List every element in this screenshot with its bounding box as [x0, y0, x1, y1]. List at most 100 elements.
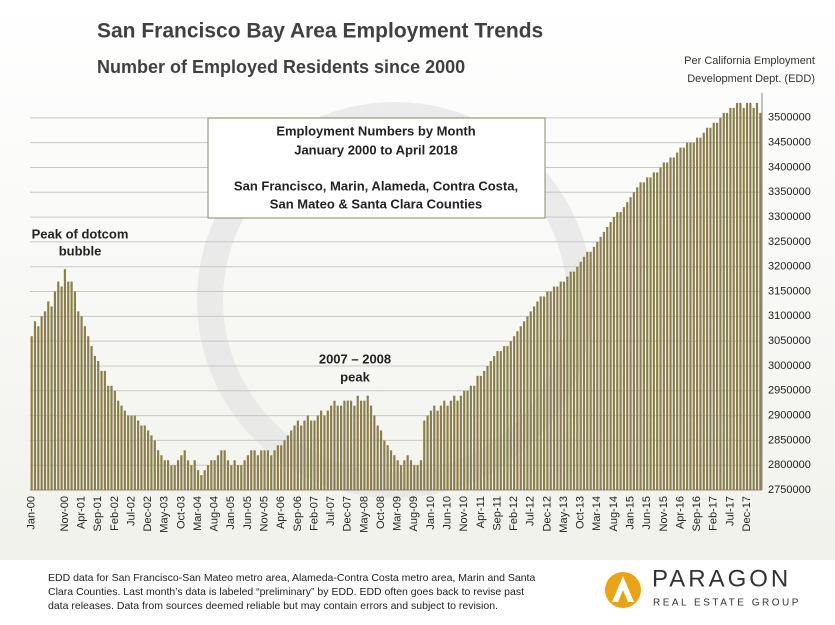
bar	[656, 172, 659, 490]
y-tick-label: 2800000	[768, 459, 811, 471]
bar	[456, 400, 459, 490]
bar	[123, 410, 126, 490]
bar	[270, 455, 273, 490]
source-note: Development Dept. (EDD)	[687, 73, 815, 85]
footer-text: data releases. Data from sources deemed …	[48, 600, 498, 612]
bar	[519, 326, 522, 490]
bar	[190, 465, 193, 490]
bar	[526, 316, 529, 490]
x-tick-label: Sep-06	[292, 496, 304, 531]
x-tick-label: Dec-07	[342, 496, 354, 531]
x-tick-label: Mar-09	[392, 496, 404, 531]
bar	[97, 360, 100, 490]
y-tick-label: 2900000	[768, 409, 811, 421]
x-tick-label: Nov-15	[658, 496, 670, 531]
bar	[509, 341, 512, 490]
y-tick-label: 3000000	[768, 360, 811, 372]
y-tick-label: 3100000	[768, 310, 811, 322]
bar	[469, 385, 472, 490]
bar	[403, 460, 406, 490]
bar	[90, 346, 93, 490]
bar	[170, 465, 173, 490]
box-text: San Mateo & Santa Clara Counties	[270, 196, 482, 211]
bar	[336, 405, 339, 490]
chart-title: San Francisco Bay Area Employment Trends	[97, 20, 543, 43]
x-tick-label: Aug-14	[608, 496, 620, 531]
bar	[300, 425, 303, 490]
bar	[556, 286, 559, 490]
x-tick-label: Mar-14	[591, 496, 603, 531]
bar	[296, 420, 299, 490]
bar	[706, 127, 709, 491]
bar	[326, 410, 329, 490]
box-title: Employment Numbers by Month	[276, 123, 475, 138]
bar	[356, 395, 359, 490]
y-tick-label: 3300000	[768, 211, 811, 223]
bar	[409, 460, 413, 490]
bar	[256, 455, 260, 490]
bar	[516, 331, 519, 490]
bar	[50, 306, 53, 490]
y-tick-label: 3250000	[768, 236, 811, 248]
bar	[443, 400, 446, 490]
bar	[127, 415, 130, 490]
bar	[659, 167, 662, 490]
bar	[37, 326, 40, 490]
x-tick-label: Jan-00	[26, 496, 38, 530]
bar	[489, 360, 492, 490]
bar	[596, 241, 599, 490]
x-tick-label: Feb-17	[708, 496, 720, 531]
bar	[576, 266, 579, 490]
y-tick-label: 3500000	[768, 112, 811, 124]
x-tick-label: Jul-12	[525, 496, 537, 526]
bar	[266, 450, 269, 490]
bar	[552, 286, 556, 490]
bar	[496, 351, 499, 490]
plot: 2750000 2800000 2850000 2900000 2950000 30000…	[26, 93, 811, 533]
bar	[652, 172, 655, 490]
bar	[539, 296, 542, 490]
bar	[642, 182, 645, 490]
bar	[636, 187, 639, 490]
bar	[676, 152, 679, 491]
bar	[363, 400, 366, 490]
bar	[463, 390, 466, 490]
bar	[503, 346, 506, 490]
bar	[173, 465, 176, 490]
bar	[566, 276, 569, 490]
y-tick-label: 3200000	[768, 261, 811, 273]
bar	[77, 311, 80, 490]
bar	[532, 306, 536, 490]
y-tick-label: 3150000	[768, 285, 811, 297]
bar	[313, 420, 316, 490]
bar	[226, 460, 230, 490]
bar	[446, 405, 449, 490]
bar	[133, 415, 136, 490]
bar	[373, 415, 376, 490]
bar	[719, 117, 722, 490]
bar	[649, 177, 652, 491]
bar	[320, 410, 323, 490]
bar	[316, 415, 319, 490]
bar	[73, 291, 77, 490]
bar	[609, 222, 612, 490]
x-tick-label: May-13	[558, 496, 570, 533]
bar	[742, 107, 745, 490]
x-tick-label: Jul-07	[325, 496, 337, 526]
bar	[549, 291, 552, 490]
bar	[176, 460, 180, 490]
box-subtitle: January 2000 to April 2018	[294, 142, 458, 157]
bar	[93, 356, 96, 490]
x-tick-label: Jul-17	[724, 496, 736, 526]
x-tick-label: Nov-00	[59, 496, 71, 531]
bar	[459, 395, 462, 490]
bar	[702, 132, 705, 490]
logo-tagline: REAL ESTATE GROUP	[653, 598, 801, 609]
bar	[686, 142, 689, 490]
bar	[276, 445, 279, 490]
bar	[210, 460, 213, 490]
bar	[406, 455, 409, 490]
bar	[559, 281, 562, 490]
bar	[499, 351, 502, 490]
